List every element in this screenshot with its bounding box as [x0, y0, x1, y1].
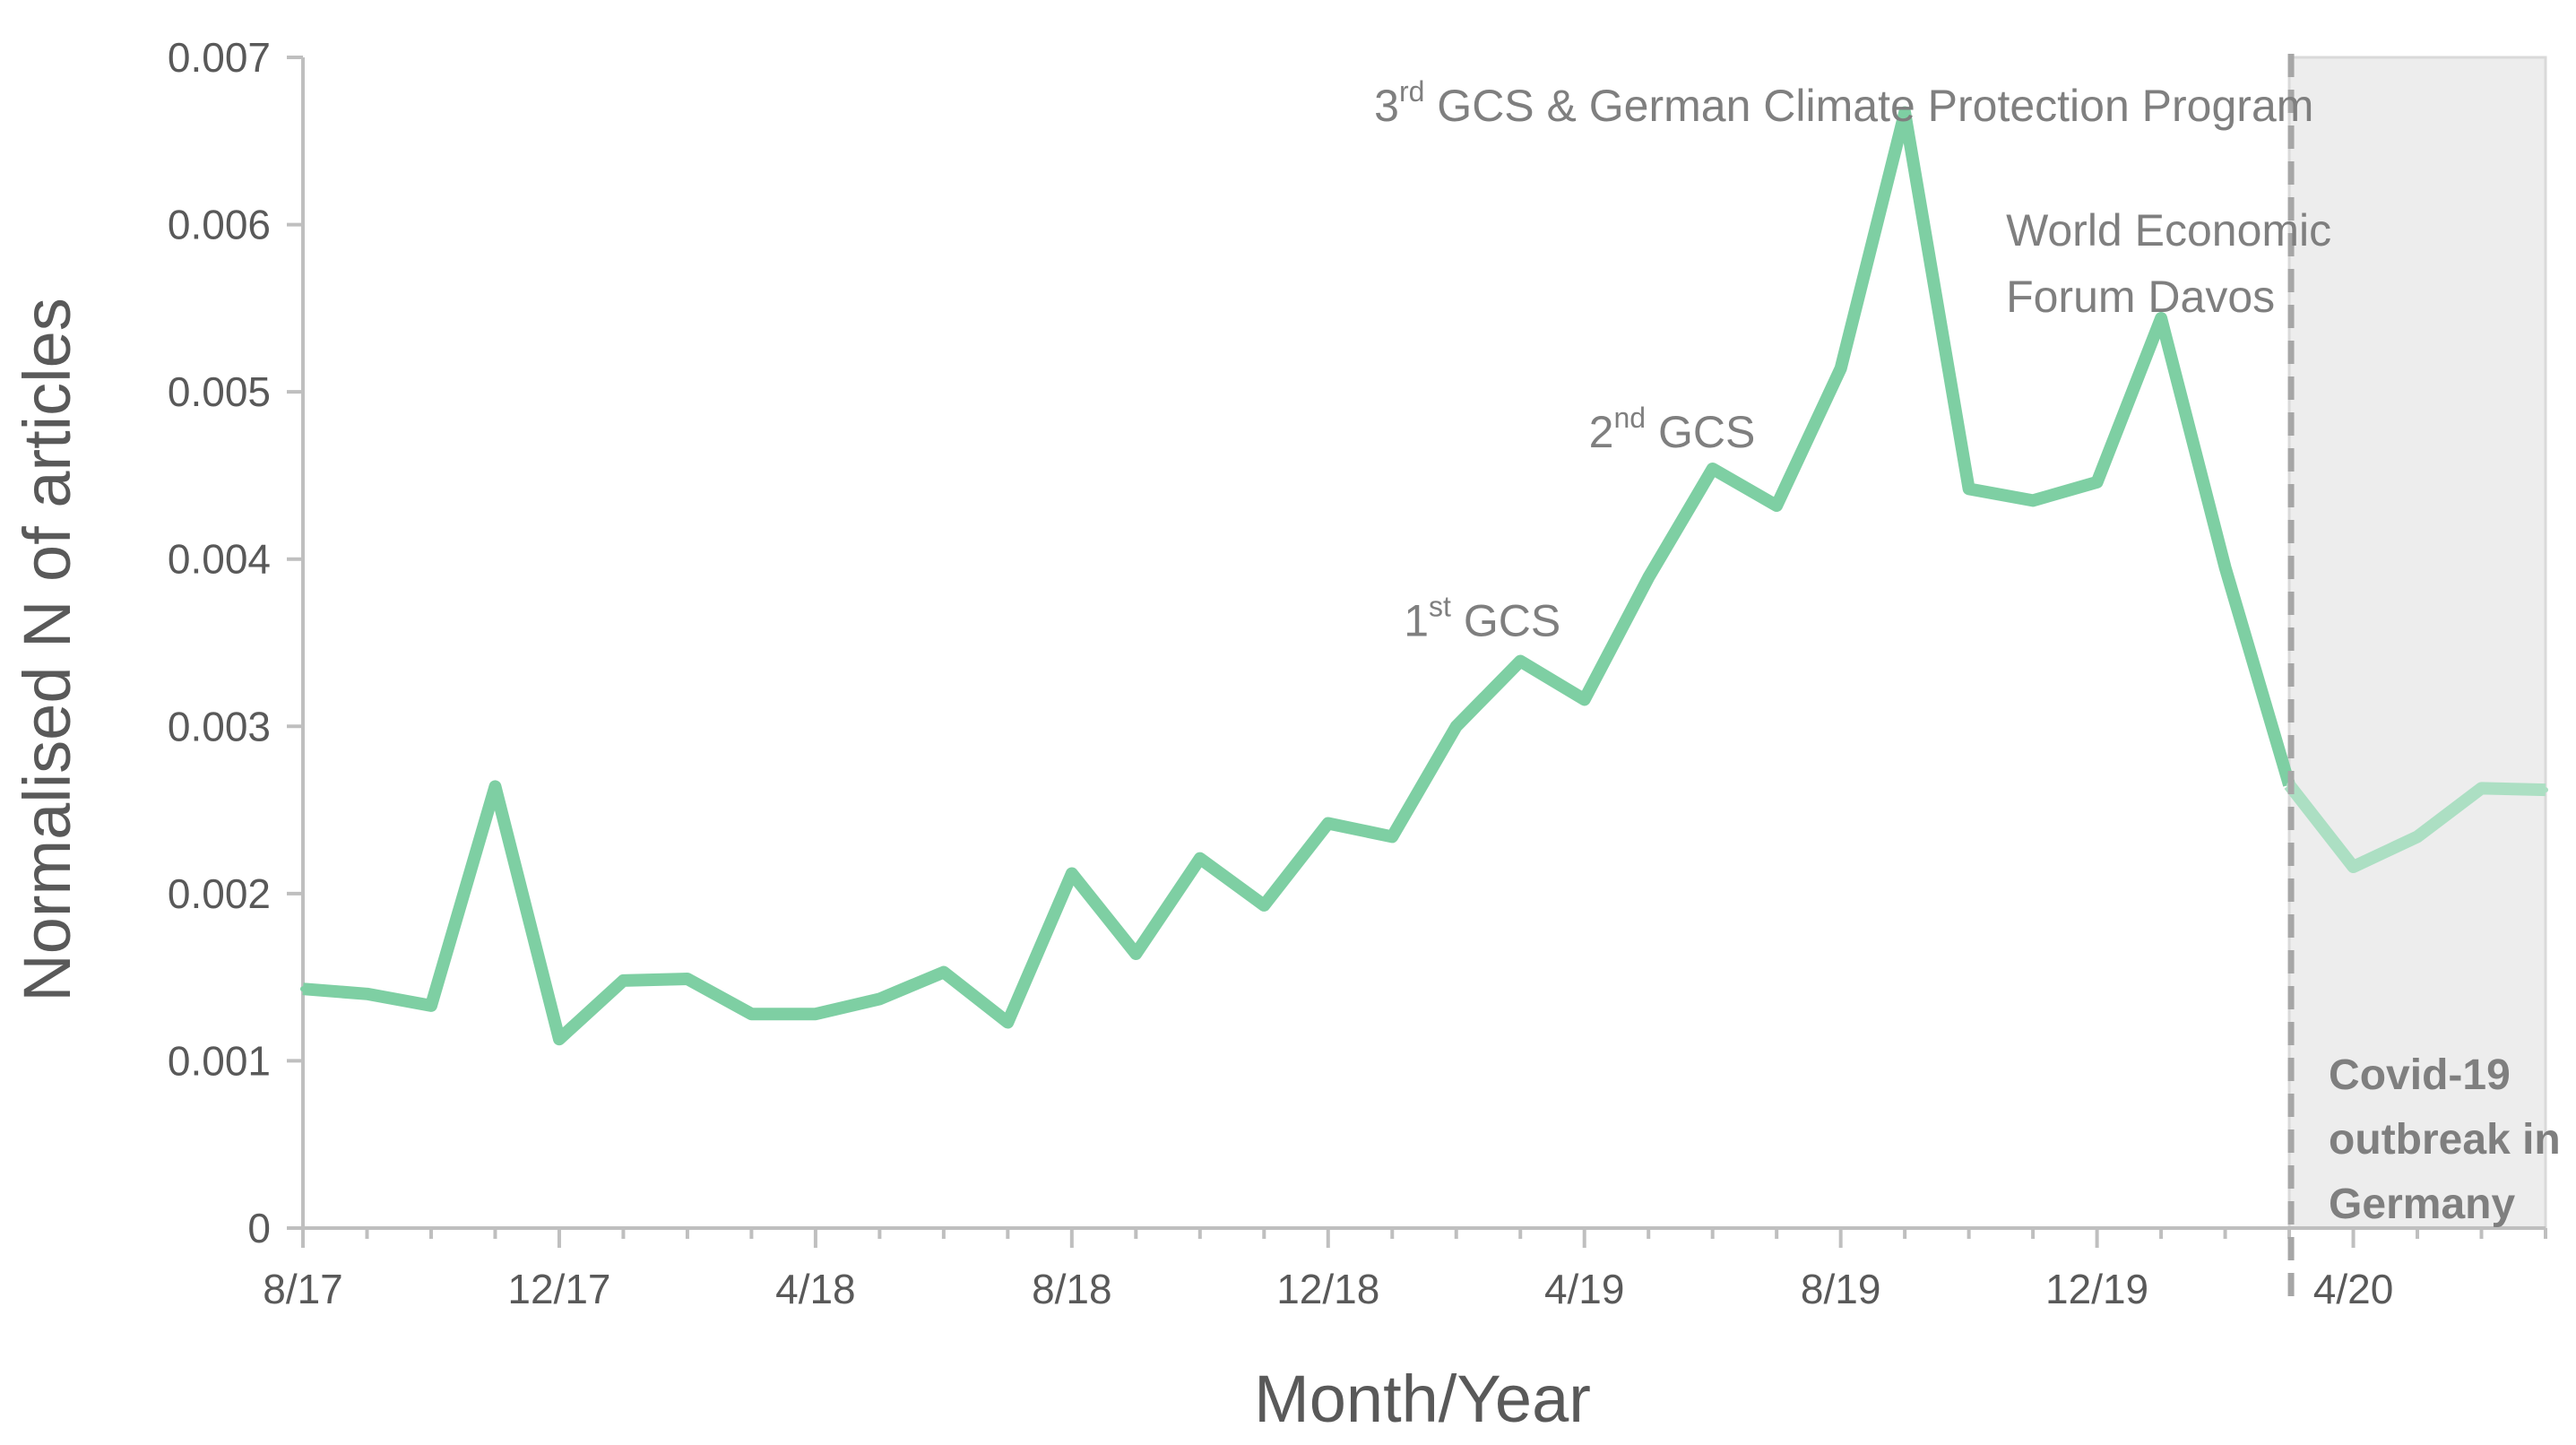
covid-label: Covid-19 outbreak in Germany	[2329, 1051, 2561, 1228]
data-point	[620, 977, 627, 983]
x-tick-label: 8/18	[1032, 1266, 1112, 1312]
y-tick-labels: 0 0.001 0.002 0.003 0.004 0.005 0.006 0.007	[168, 34, 303, 1251]
y-axis-title: Normalised N of articles	[10, 298, 84, 1001]
data-point	[1581, 697, 1587, 703]
data-point	[2158, 316, 2165, 322]
y-tick-label: 0.007	[168, 34, 271, 81]
data-point	[556, 1036, 562, 1043]
data-point	[2543, 787, 2548, 793]
data-point	[1837, 366, 1844, 372]
x-tick-label: 12/17	[507, 1266, 610, 1312]
data-point	[2415, 834, 2421, 840]
data-point	[1709, 465, 1716, 472]
x-tick-label: 4/19	[1544, 1266, 1625, 1312]
data-point	[428, 1002, 434, 1008]
x-tick-label: 12/19	[2045, 1266, 2148, 1312]
data-point	[2094, 479, 2100, 485]
data-point	[2222, 565, 2228, 571]
data-point	[1325, 820, 1331, 826]
data-point	[1197, 855, 1203, 861]
data-point	[2030, 498, 2036, 504]
annotations: 1st GCS 2nd GCS 3rd GCS & German Climate P…	[1374, 75, 2331, 646]
annotation-text: 2nd GCS	[1589, 402, 1756, 457]
y-tick-label: 0.003	[168, 703, 271, 749]
annotation-text: Forum Davos	[2006, 272, 2275, 322]
x-axis-title: Month/Year	[1254, 1362, 1591, 1436]
data-point	[684, 976, 690, 982]
data-point	[1133, 951, 1139, 957]
data-point	[1646, 575, 1652, 581]
annotation-text: World Economic	[2006, 205, 2331, 255]
data-point	[748, 1011, 755, 1017]
shaded-region	[2287, 56, 2547, 1230]
data-point	[1966, 486, 1972, 492]
y-tick-label: 0.004	[168, 536, 271, 583]
data-point	[1517, 658, 1524, 664]
covid-label-line: Germany	[2329, 1181, 2515, 1228]
data-point	[492, 783, 498, 790]
covid-label-line: outbreak in	[2329, 1116, 2561, 1164]
annotation-text: 1st GCS	[1404, 591, 1560, 646]
data-point	[1068, 870, 1075, 877]
series-line	[302, 106, 2295, 1046]
data-point	[300, 986, 306, 992]
data-point	[877, 996, 883, 1002]
y-tick-label: 0.002	[168, 870, 271, 917]
data-point	[1453, 723, 1459, 730]
data-point	[1261, 902, 1267, 908]
y-tick-label: 0	[247, 1205, 271, 1251]
annotation-text: 3rd GCS & German Climate Protection Prog…	[1374, 75, 2313, 131]
covid-label-line: Covid-19	[2329, 1051, 2511, 1099]
data-point	[2350, 864, 2356, 870]
x-tick-label: 4/20	[2313, 1266, 2394, 1312]
data-point	[1774, 503, 1780, 509]
x-tick-label: 4/18	[775, 1266, 856, 1312]
y-tick-label: 0.005	[168, 368, 271, 415]
x-tick-label: 8/17	[263, 1266, 343, 1312]
x-tick-label: 8/19	[1801, 1266, 1881, 1312]
data-point	[2478, 785, 2485, 792]
data-point	[1005, 1019, 1011, 1025]
data-point	[1902, 109, 1908, 116]
data-point	[364, 991, 370, 997]
y-tick-label: 0.001	[168, 1037, 271, 1084]
data-point	[812, 1011, 818, 1017]
series-lines	[300, 106, 2548, 1046]
data-point	[1389, 834, 1396, 840]
y-tick-label: 0.006	[168, 202, 271, 248]
x-tick-labels: 8/17 12/17 4/18 8/18 12/18 4/19 8/19 12/19 4/20	[263, 1228, 2547, 1312]
x-tick-label: 12/18	[1276, 1266, 1379, 1312]
data-point	[940, 969, 947, 975]
axes	[301, 57, 2546, 1230]
